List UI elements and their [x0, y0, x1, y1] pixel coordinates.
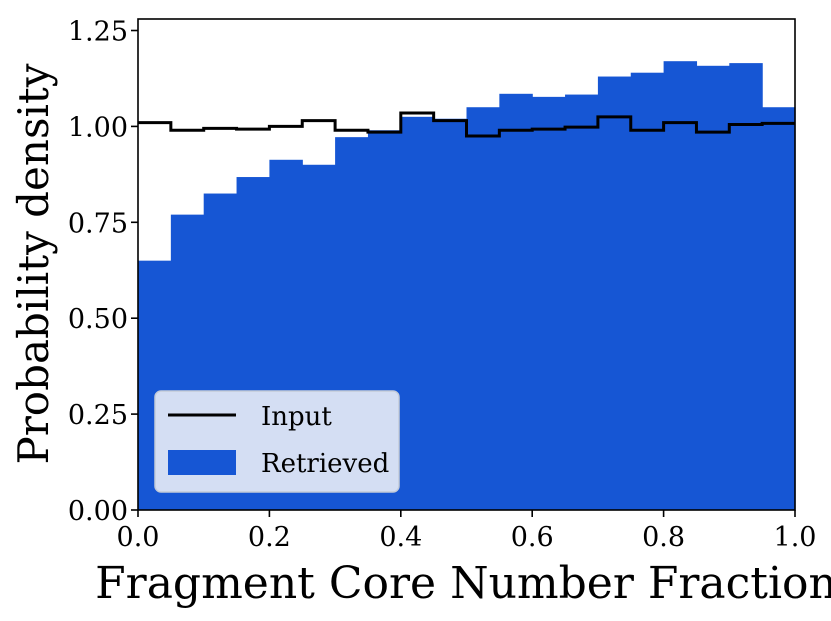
x-tick-label: 1.0 [774, 522, 817, 553]
input-series-line [138, 111, 795, 138]
retrieved-bar [532, 96, 566, 510]
y-tick-label: 0.50 [68, 304, 128, 335]
plot-frame [137, 18, 796, 511]
retrieved-bar [663, 61, 698, 510]
retrieved-bar [630, 72, 665, 510]
y-tick-label: 0.25 [68, 400, 128, 431]
y-tick-label: 1.00 [68, 112, 128, 143]
retrieved-bar [597, 76, 632, 510]
x-axis: 0.0 0.2 0.4 0.6 0.8 1.0 [117, 510, 817, 553]
legend-retrieved-swatch [168, 450, 236, 475]
x-tick-label: 0.0 [117, 522, 160, 553]
y-tick-label: 1.25 [68, 17, 128, 48]
x-tick-label: 0.8 [642, 522, 685, 553]
x-tick-label: 0.2 [248, 522, 291, 553]
retrieved-bar [565, 94, 599, 511]
x-tick-label: 0.6 [511, 522, 554, 553]
x-axis-label: Fragment Core Number Fraction [95, 558, 831, 609]
x-tick-label: 0.4 [379, 522, 422, 553]
y-axis-label: Probability density [9, 63, 58, 464]
y-tick-label: 0.75 [68, 208, 128, 239]
retrieved-bar [499, 93, 533, 510]
retrieved-bar [400, 116, 435, 510]
legend-input-label: Input [261, 402, 332, 432]
legend: Input Retrieved [154, 390, 400, 493]
y-tick-label: 0.00 [68, 496, 128, 527]
retrieved-bar [433, 118, 468, 510]
legend-retrieved-label: Retrieved [261, 449, 389, 479]
retrieved-bar [466, 107, 500, 510]
y-axis: 0.00 0.25 0.50 0.75 1.00 1.25 [68, 17, 138, 527]
retrieved-bar [762, 107, 796, 510]
retrieved-bar [729, 63, 763, 510]
retrieved-bar [696, 65, 730, 511]
